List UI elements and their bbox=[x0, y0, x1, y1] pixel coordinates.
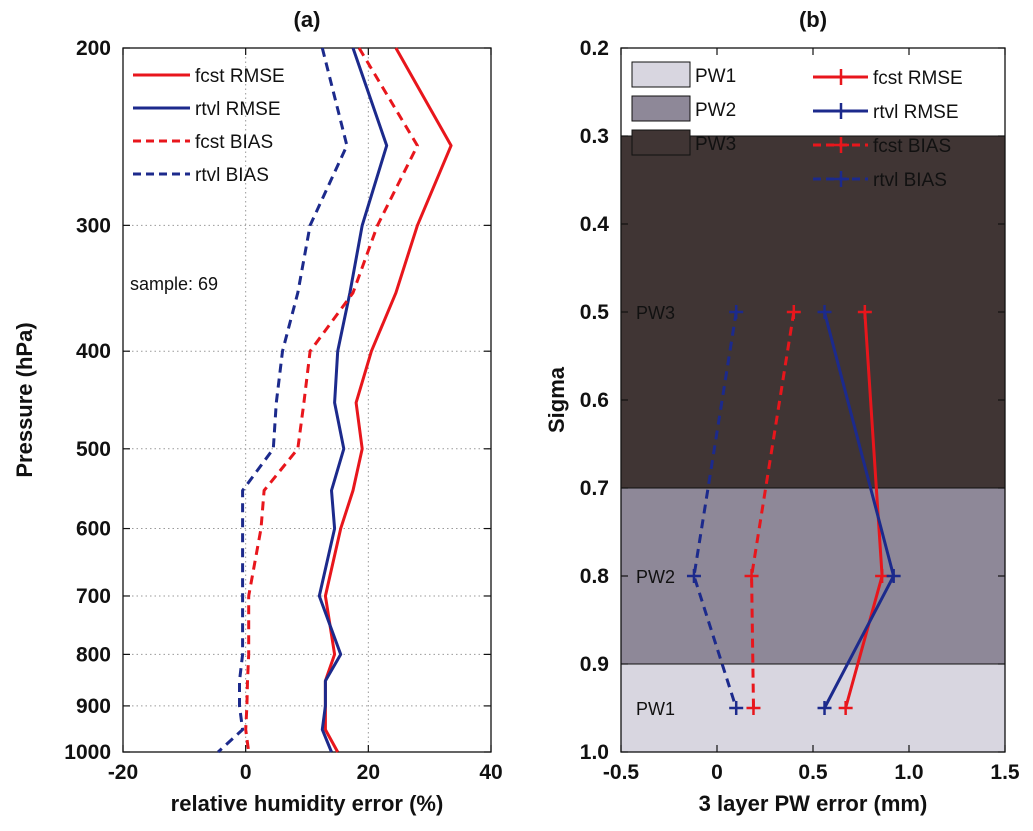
panel-b-marker bbox=[886, 569, 901, 583]
panel-b-legend-layer-label: PW3 bbox=[695, 134, 736, 155]
panel-b-legend-label: fcst BIAS bbox=[873, 136, 951, 157]
panel-a-ytick-label: 800 bbox=[76, 643, 111, 666]
panel-b-ytick-label: 0.7 bbox=[580, 477, 609, 500]
panel-b-marker bbox=[729, 701, 744, 715]
panel-b: PW3 PW2 PW1 -0.5 0 0.5 1.0 1.5 0.2 0.3 0.4 0.5 0.6 0.… bbox=[544, 7, 1020, 816]
panel-a-xtick-label: 0 bbox=[240, 761, 252, 784]
panel-b-ytick-label: 0.9 bbox=[580, 653, 609, 676]
panel-b-xlabel: 3 layer PW error (mm) bbox=[699, 791, 928, 816]
panel-a-xtick-label: -20 bbox=[108, 761, 138, 784]
panel-a-legend-label: fcst BIAS bbox=[195, 132, 273, 153]
panel-b-ytick-label: 0.5 bbox=[580, 301, 610, 324]
panel-b-layer-pw3 bbox=[620, 135, 1006, 489]
panel-a-legend-label: rtvl BIAS bbox=[195, 165, 269, 186]
panel-a-legend-label: rtvl RMSE bbox=[195, 99, 281, 120]
panel-a-xlabel: relative humidity error (%) bbox=[171, 791, 444, 816]
panel-b-legend-marker bbox=[833, 69, 849, 85]
panel-b-marker bbox=[857, 305, 872, 319]
panel-b-legend-swatch bbox=[631, 129, 691, 156]
panel-b-marker bbox=[838, 701, 853, 715]
panel-b-xtick-label: 1.0 bbox=[894, 761, 923, 784]
panel-b-xtick-label: 0 bbox=[711, 761, 723, 784]
panel-b-ytick-label: 0.4 bbox=[580, 213, 610, 236]
panel-b-xtick-label: 1.5 bbox=[990, 761, 1020, 784]
panel-b-ytick-label: 1.0 bbox=[580, 741, 609, 764]
panel-a-ytick-label: 1000 bbox=[64, 741, 111, 764]
panel-a-series-rtvl-rmse bbox=[317, 47, 389, 753]
panel-a-ytick-label: 900 bbox=[76, 695, 111, 718]
panel-a-ytick-label: 300 bbox=[76, 214, 111, 237]
panel-a-ylabel: Pressure (hPa) bbox=[12, 322, 37, 477]
panel-b-legend-label: rtvl BIAS bbox=[873, 170, 947, 191]
panel-b-legend-label: fcst RMSE bbox=[873, 68, 963, 89]
panel-b-marker bbox=[817, 305, 832, 319]
panel-a-xtick-label: 20 bbox=[357, 761, 380, 784]
panel-b-xtick-label: -0.5 bbox=[603, 761, 640, 784]
panel-b-legend-layer-label: PW2 bbox=[695, 100, 736, 121]
panel-b-legend-marker bbox=[833, 103, 849, 119]
panel-a-sample-annotation: sample: 69 bbox=[130, 274, 218, 294]
panel-b-title: (b) bbox=[799, 7, 827, 32]
panel-b-marker bbox=[686, 569, 701, 583]
panel-b-marker bbox=[746, 701, 761, 715]
panel-a-ytick-label: 200 bbox=[76, 37, 111, 60]
panel-a-series-rtvl-bias bbox=[217, 47, 349, 754]
panel-b-layer-pw2 bbox=[620, 487, 1006, 665]
panel-b-marker bbox=[817, 701, 832, 715]
panel-b-ytick-label: 0.2 bbox=[580, 37, 609, 60]
panel-b-layer-label: PW3 bbox=[636, 303, 675, 323]
panel-b-legend-swatch bbox=[631, 95, 691, 122]
panel-a-xtick-label: 40 bbox=[479, 761, 502, 784]
panel-b-ytick-label: 0.3 bbox=[580, 125, 609, 148]
panel-a-series-fcst-bias bbox=[244, 47, 419, 753]
panel-b-legend-marker bbox=[833, 171, 849, 187]
panel-a: -20 0 20 40 200 300 400 500 600 700 800 900 1000 (a) r… bbox=[12, 7, 503, 816]
panel-b-marker bbox=[744, 569, 759, 583]
panel-a-title: (a) bbox=[294, 7, 321, 32]
panel-b-legend-marker bbox=[833, 137, 849, 153]
panel-b-layer-label: PW2 bbox=[636, 567, 675, 587]
panel-b-ytick-label: 0.6 bbox=[580, 389, 609, 412]
panel-b-legend-label: rtvl RMSE bbox=[873, 102, 959, 123]
panel-b-ylabel: Sigma bbox=[544, 366, 569, 433]
panel-a-ytick-label: 400 bbox=[76, 340, 111, 363]
panel-a-legend-label: fcst RMSE bbox=[195, 66, 285, 87]
panel-a-ytick-label: 600 bbox=[76, 518, 111, 541]
panel-b-legend-swatch bbox=[631, 61, 691, 88]
panel-a-frame bbox=[122, 47, 492, 753]
panel-b-xtick-label: 0.5 bbox=[798, 761, 828, 784]
panel-b-layer-pw1 bbox=[620, 663, 1006, 753]
panel-b-marker bbox=[786, 305, 801, 319]
panel-a-ytick-label: 500 bbox=[76, 438, 111, 461]
panel-b-layer-label: PW1 bbox=[636, 699, 675, 719]
panel-a-ytick-label: 700 bbox=[76, 585, 111, 608]
panel-b-ytick-label: 0.8 bbox=[580, 565, 610, 588]
panel-b-legend-layer-label: PW1 bbox=[695, 66, 736, 87]
panel-b-marker bbox=[729, 305, 744, 319]
